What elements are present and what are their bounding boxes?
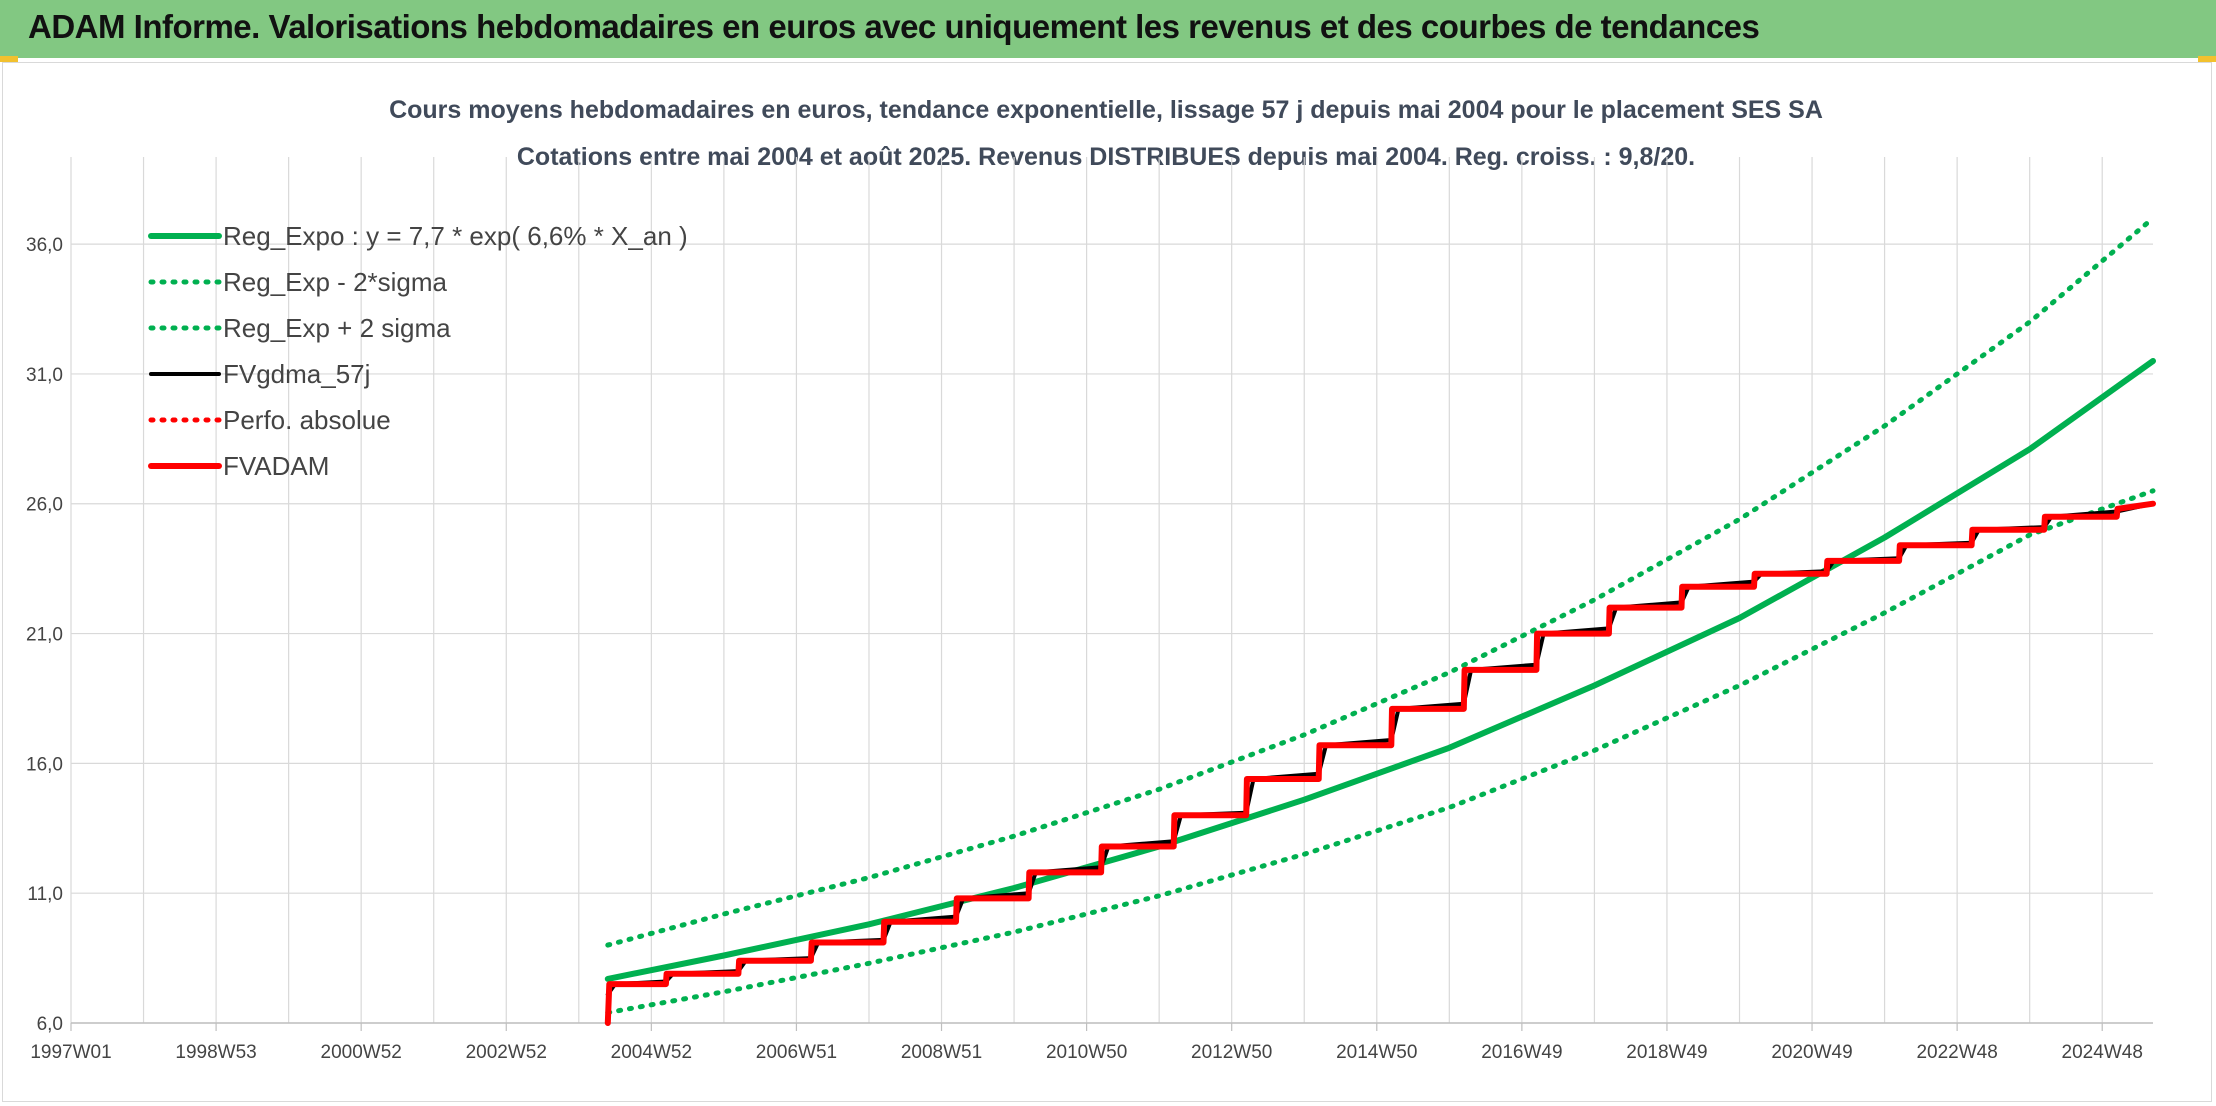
chart-area: Cours moyens hebdomadaires en euros, ten… <box>2 62 2212 1102</box>
x-tick-label: 2012W50 <box>1191 1042 1272 1063</box>
x-tick-label: 2018W49 <box>1626 1042 1707 1063</box>
x-tick-label: 2008W51 <box>901 1042 982 1063</box>
x-tick-label: 1998W53 <box>175 1042 256 1063</box>
line-chart: Cours moyens hebdomadaires en euros, ten… <box>26 96 2156 1063</box>
series-line <box>605 488 2156 1016</box>
series-line <box>605 501 2155 997</box>
corner-marker-right <box>2198 56 2216 62</box>
legend-entry-label: Perfo. absolue <box>223 405 391 435</box>
y-tick-label: 21,0 <box>26 625 63 646</box>
series-line <box>605 215 2156 948</box>
report-title: ADAM Informe. Valorisations hebdomadaire… <box>28 8 1760 45</box>
x-tick-label: 1997W01 <box>30 1042 111 1063</box>
legend-entry-label: Reg_Expo : y = 7,7 * exp( 6,6% * X_an ) <box>223 221 688 251</box>
x-tick-label: 2004W52 <box>611 1042 692 1063</box>
x-tick-label: 2020W49 <box>1771 1042 1852 1063</box>
x-tick-label: 2010W50 <box>1046 1042 1127 1063</box>
y-tick-label: 26,0 <box>26 495 63 516</box>
y-tick-label: 16,0 <box>26 754 63 775</box>
y-tick-label: 6,0 <box>37 1014 63 1035</box>
legend-entry-label: Reg_Exp - 2*sigma <box>223 267 448 297</box>
y-tick-label: 36,0 <box>26 235 63 256</box>
legend-entry-label: Reg_Exp + 2 sigma <box>223 313 451 343</box>
x-tick-label: 2022W48 <box>1916 1042 1997 1063</box>
x-tick-label: 2000W52 <box>321 1042 402 1063</box>
x-tick-label: 2024W48 <box>2062 1042 2143 1063</box>
x-tick-label: 2002W52 <box>466 1042 547 1063</box>
x-tick-label: 2016W49 <box>1481 1042 1562 1063</box>
series-line <box>604 500 2156 1026</box>
series-lines <box>604 215 2156 1026</box>
legend-entry-label: FVgdma_57j <box>223 359 370 389</box>
axis-labels: 6,0 11,0 16,0 21,0 26,0 31,0 36,0 1997W01 1998W5… <box>26 235 2153 1063</box>
chart-title: Cours moyens hebdomadaires en euros, ten… <box>389 96 1823 124</box>
legend: Reg_Expo : y = 7,7 * exp( 6,6% * X_an ) R… <box>148 221 688 481</box>
x-tick-label: 2006W51 <box>756 1042 837 1063</box>
y-tick-label: 11,0 <box>27 884 63 905</box>
corner-marker-left <box>0 56 18 62</box>
legend-entry-label: FVADAM <box>223 451 329 481</box>
x-tick-label: 2014W50 <box>1336 1042 1417 1063</box>
y-tick-label: 31,0 <box>26 365 63 386</box>
report-header: ADAM Informe. Valorisations hebdomadaire… <box>0 0 2216 58</box>
chart-subtitle: Cotations entre mai 2004 et août 2025. R… <box>517 143 1695 171</box>
series-line <box>604 358 2156 982</box>
